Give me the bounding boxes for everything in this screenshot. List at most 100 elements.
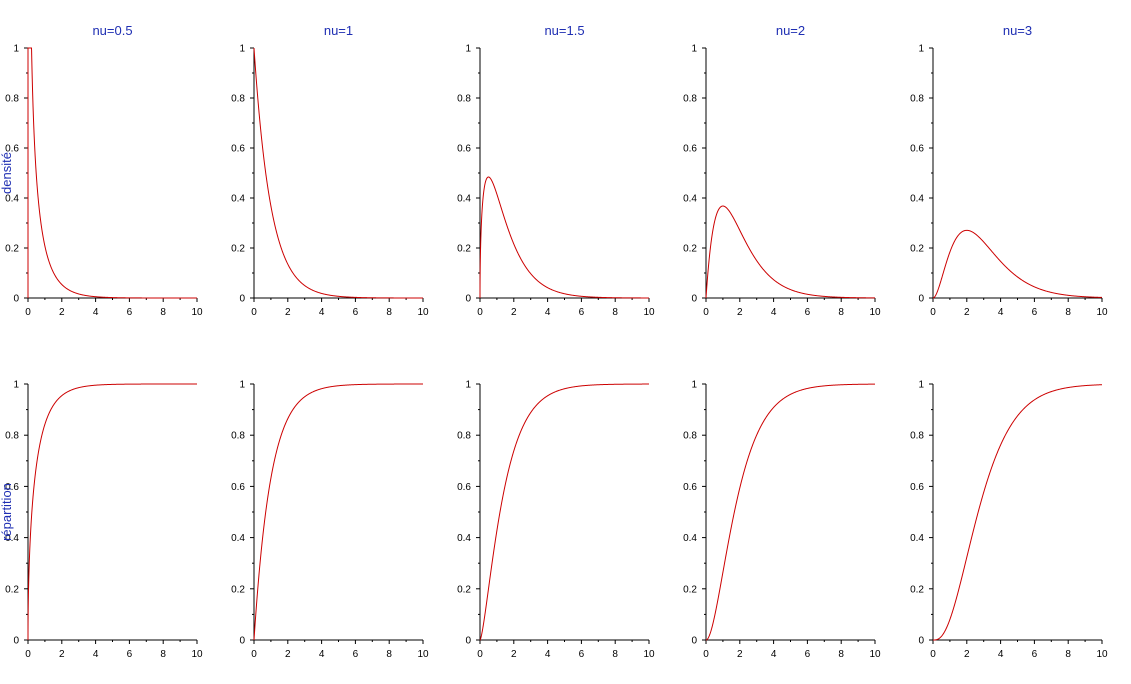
x-tick-label: 6 xyxy=(1032,649,1038,660)
x-tick-label: 2 xyxy=(511,307,517,318)
x-tick-label: 10 xyxy=(643,649,655,660)
x-tick-label: 6 xyxy=(353,649,359,660)
y-tick-label: 0.2 xyxy=(5,584,19,595)
y-tick-label: 0.2 xyxy=(683,244,697,255)
x-tick-label: 4 xyxy=(319,649,325,660)
y-tick-label: 0.6 xyxy=(683,144,697,155)
x-tick-label: 0 xyxy=(703,649,709,660)
x-tick-label: 8 xyxy=(838,649,844,660)
x-tick-label: 10 xyxy=(1096,649,1108,660)
x-tick-label: 4 xyxy=(998,307,1004,318)
row-label-cdf: répartition xyxy=(0,483,14,541)
x-tick-label: 6 xyxy=(1032,307,1038,318)
x-tick-label: 10 xyxy=(643,307,655,318)
y-tick-label: 0.2 xyxy=(910,584,924,595)
x-tick-label: 2 xyxy=(964,649,970,660)
y-tick-label: 0.6 xyxy=(910,144,924,155)
x-tick-label: 6 xyxy=(579,307,585,318)
series-line-cdf xyxy=(27,383,197,641)
y-tick-label: 1 xyxy=(13,44,19,55)
x-tick-label: 10 xyxy=(417,649,429,660)
x-tick-label: 8 xyxy=(612,307,618,318)
x-tick-label: 8 xyxy=(160,649,166,660)
x-tick-label: 4 xyxy=(771,307,777,318)
y-tick-label: 0.4 xyxy=(457,194,471,205)
x-tick-label: 2 xyxy=(737,649,743,660)
y-tick-label: 0.4 xyxy=(910,194,924,205)
x-tick-label: 8 xyxy=(838,307,844,318)
y-tick-label: 0.8 xyxy=(231,94,245,105)
x-tick-label: 10 xyxy=(869,307,881,318)
y-tick-label: 0.8 xyxy=(683,94,697,105)
x-tick-label: 4 xyxy=(319,307,325,318)
series-line-pdf xyxy=(253,47,423,299)
panel-title: nu=3 xyxy=(1003,23,1032,38)
x-tick-label: 10 xyxy=(1096,307,1108,318)
x-tick-label: 6 xyxy=(579,649,585,660)
panel-cdf-4: 00.20.40.60.810 2 4 6 8 10 xyxy=(683,380,881,661)
x-tick-label: 0 xyxy=(930,649,936,660)
panel-title: nu=2 xyxy=(776,23,805,38)
y-tick-label: 0 xyxy=(691,636,697,647)
y-tick-label: 0.6 xyxy=(457,144,471,155)
x-tick-label: 8 xyxy=(160,307,166,318)
y-tick-label: 0.6 xyxy=(457,482,471,493)
panel-title: nu=0.5 xyxy=(92,23,132,38)
y-tick-label: 0.4 xyxy=(231,533,245,544)
x-tick-label: 8 xyxy=(1065,307,1071,318)
x-tick-label: 0 xyxy=(25,307,31,318)
series-line-cdf xyxy=(705,383,875,641)
y-tick-label: 0 xyxy=(918,294,924,305)
y-tick-label: 1 xyxy=(465,44,471,55)
y-tick-label: 0.2 xyxy=(683,584,697,595)
y-tick-label: 0 xyxy=(239,294,245,305)
panel-cdf-5: 00.20.40.60.810 2 4 6 8 10 xyxy=(910,380,1108,661)
y-tick-label: 0 xyxy=(239,636,245,647)
x-tick-label: 0 xyxy=(477,307,483,318)
x-tick-label: 6 xyxy=(805,649,811,660)
y-tick-label: 0.2 xyxy=(457,244,471,255)
y-tick-label: 0.8 xyxy=(683,431,697,442)
y-tick-label: 0 xyxy=(918,636,924,647)
y-tick-label: 0.4 xyxy=(910,533,924,544)
y-tick-label: 0.6 xyxy=(231,482,245,493)
x-tick-label: 8 xyxy=(386,649,392,660)
series-line-cdf xyxy=(253,383,423,641)
y-tick-label: 0 xyxy=(691,294,697,305)
y-tick-label: 0.2 xyxy=(910,244,924,255)
x-tick-label: 8 xyxy=(1065,649,1071,660)
y-tick-label: 0.8 xyxy=(231,431,245,442)
series-line-pdf xyxy=(932,229,1103,299)
x-tick-label: 10 xyxy=(869,649,881,660)
x-tick-label: 0 xyxy=(251,307,257,318)
series-line-pdf xyxy=(479,176,649,299)
x-tick-label: 6 xyxy=(805,307,811,318)
panel-title: nu=1 xyxy=(324,23,353,38)
x-tick-label: 8 xyxy=(612,649,618,660)
y-tick-label: 0.2 xyxy=(5,244,19,255)
y-tick-label: 0.6 xyxy=(910,482,924,493)
y-tick-label: 0.4 xyxy=(5,533,19,544)
x-tick-label: 4 xyxy=(998,649,1004,660)
y-tick-label: 0.6 xyxy=(231,144,245,155)
y-tick-label: 0.8 xyxy=(457,94,471,105)
y-tick-label: 0.2 xyxy=(231,584,245,595)
x-tick-label: 6 xyxy=(127,307,133,318)
y-tick-label: 0.2 xyxy=(231,244,245,255)
series-line-cdf xyxy=(933,384,1103,641)
y-tick-label: 1 xyxy=(239,44,245,55)
y-tick-label: 1 xyxy=(691,380,697,391)
x-tick-label: 2 xyxy=(285,649,291,660)
y-tick-label: 1 xyxy=(239,380,245,391)
y-tick-label: 0.8 xyxy=(910,94,924,105)
y-tick-label: 0 xyxy=(13,294,19,305)
x-tick-label: 4 xyxy=(545,649,551,660)
panel-cdf-2: 00.20.40.60.810 2 4 6 8 10 xyxy=(231,380,429,661)
x-tick-label: 0 xyxy=(251,649,257,660)
y-tick-label: 0.2 xyxy=(457,584,471,595)
series-line-cdf xyxy=(479,383,649,641)
